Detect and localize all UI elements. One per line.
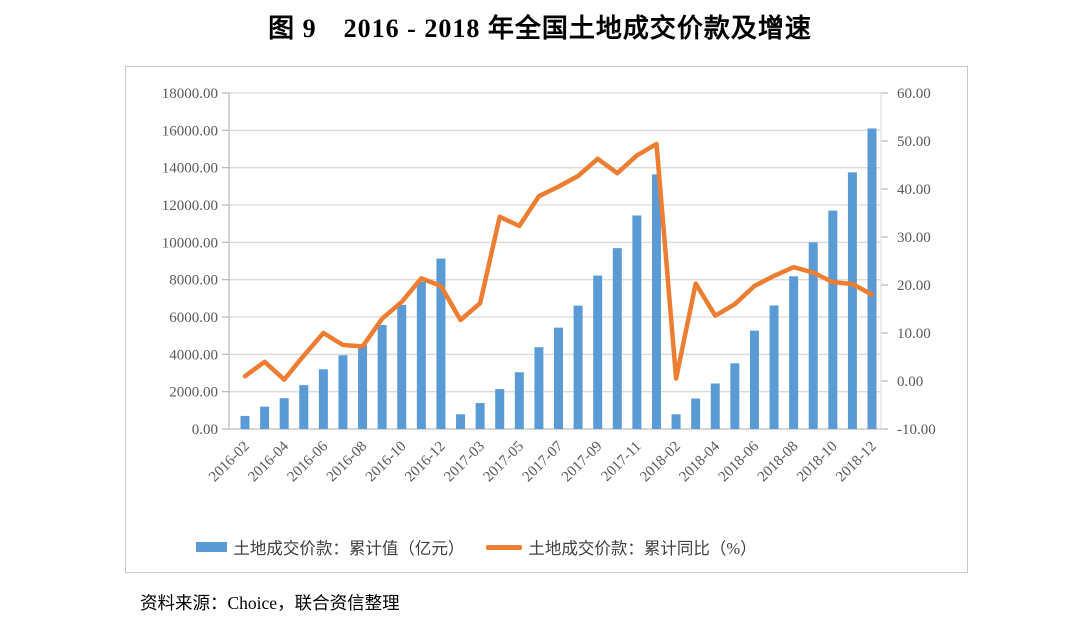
left-axis-tick-label: 6000.00 <box>169 310 218 326</box>
bar <box>691 398 701 429</box>
left-axis-tick-label: 4000.00 <box>169 347 218 363</box>
x-axis-tick-label: 2016-12 <box>402 439 449 486</box>
right-axis-tick-label: 40.00 <box>897 182 931 198</box>
right-axis-tick-label: 30.00 <box>897 230 931 246</box>
chart-frame: 0.00 2000.00 4000.00 6000.00 8000.00 10000.00… <box>125 66 968 573</box>
bar <box>593 275 603 429</box>
x-axis-tick-label: 2018-08 <box>755 439 802 486</box>
left-axis-tick-label: 0.00 <box>192 422 218 438</box>
x-axis-tick-label: 2017-03 <box>441 439 488 486</box>
left-axis-tick-label: 14000.00 <box>162 161 218 177</box>
left-axis-tick-label: 16000.00 <box>162 123 218 139</box>
right-axis-tick-label: 50.00 <box>897 134 931 150</box>
x-axis-tick-label: 2018-10 <box>794 439 841 486</box>
bar <box>456 414 466 429</box>
bar <box>397 304 407 429</box>
x-axis-tick-label: 2017-07 <box>520 438 567 485</box>
bar <box>808 242 818 429</box>
bar <box>612 248 622 429</box>
bar <box>867 128 877 429</box>
bar <box>730 363 740 429</box>
bar <box>769 305 779 429</box>
bar <box>416 281 426 429</box>
bar <box>377 325 387 429</box>
bar <box>514 372 524 429</box>
left-axis-tick-label: 18000.00 <box>162 86 218 102</box>
left-axis-tick-label: 12000.00 <box>162 198 218 214</box>
x-axis-tick-label: 2016-10 <box>363 439 410 486</box>
line-series-swatch <box>486 544 523 550</box>
x-axis-tick-label: 2016-02 <box>206 439 253 486</box>
x-axis-tick-label: 2017-09 <box>559 439 606 486</box>
x-axis-tick-label: 2018-04 <box>676 438 723 485</box>
source-note: 资料来源：Choice，联合资信整理 <box>140 593 400 613</box>
chart-plot-canvas: 0.00 2000.00 4000.00 6000.00 8000.00 10000.00… <box>162 86 936 486</box>
chart-legend: 土地成交价款：累计值（亿元） 土地成交价款：累计同比（%） <box>56 535 897 559</box>
bar <box>358 345 368 429</box>
trend-line <box>242 141 875 382</box>
right-axis-tick-label: 20.00 <box>897 278 931 294</box>
bar <box>534 347 544 429</box>
bar <box>260 406 270 429</box>
legend-item-bar-series: 土地成交价款：累计值（亿元） <box>196 535 464 559</box>
right-axis-tick-label: 10.00 <box>897 326 931 342</box>
bar <box>710 383 720 429</box>
bar <box>828 210 838 429</box>
bar <box>475 403 485 429</box>
bar <box>495 389 505 429</box>
bar <box>573 305 583 429</box>
legend-label-line-series: 土地成交价款：累计同比（%） <box>528 539 757 558</box>
x-axis-tick-label: 2018-06 <box>716 438 763 485</box>
bar <box>632 215 642 429</box>
x-axis-tick-label: 2017-05 <box>480 439 527 486</box>
bar <box>240 415 250 429</box>
bar <box>651 174 661 429</box>
left-axis-tick-label: 8000.00 <box>169 273 218 289</box>
bar-series-swatch <box>196 542 228 552</box>
left-axis-tick-label: 2000.00 <box>169 385 218 401</box>
x-axis-tick-label: 2016-06 <box>285 438 332 485</box>
x-axis-tick-label: 2016-08 <box>324 439 371 486</box>
bar <box>789 276 799 429</box>
x-axis-tick-label: 2017-11 <box>598 439 644 485</box>
bar <box>671 414 681 429</box>
bar <box>299 385 309 429</box>
bar <box>749 330 759 429</box>
right-axis-tick-label: -10.00 <box>897 422 936 438</box>
left-axis-tick-label: 10000.00 <box>162 235 218 251</box>
bar <box>847 172 857 429</box>
bar <box>554 327 563 429</box>
x-axis-tick-label: 2018-02 <box>637 439 684 486</box>
x-axis-tick-label: 2016-04 <box>245 438 292 485</box>
right-axis-tick-label: 60.00 <box>897 86 931 102</box>
legend-item-line-series: 土地成交价款：累计同比（%） <box>486 535 757 559</box>
chart-title: 图 9 2016 - 2018 年全国土地成交价款及增速 <box>268 14 812 43</box>
right-axis-tick-label: 0.00 <box>897 374 923 390</box>
bar <box>318 369 328 429</box>
bar <box>436 258 446 429</box>
x-axis-tick-label: 2018-12 <box>833 439 880 486</box>
bar <box>338 355 348 429</box>
bar <box>279 398 289 429</box>
legend-label-bar-series: 土地成交价款：累计值（亿元） <box>233 539 465 558</box>
